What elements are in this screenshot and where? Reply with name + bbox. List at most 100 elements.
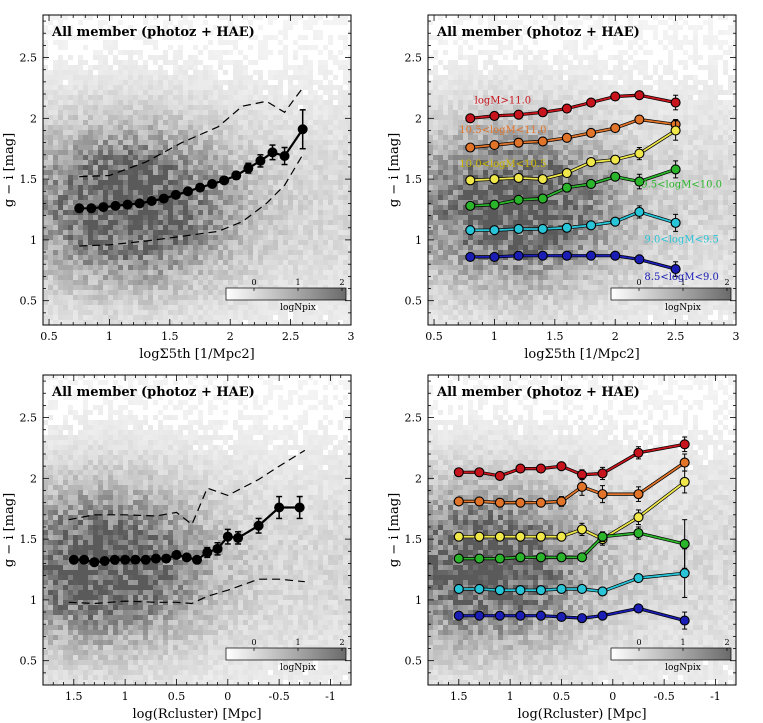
series-point xyxy=(556,583,567,595)
series-point xyxy=(513,137,524,148)
y-axis-label: g − i [mag] xyxy=(387,133,402,207)
x-tick-label: 0.5 xyxy=(168,690,186,703)
data-layer xyxy=(465,90,681,277)
panel-bottom-right: 1.5 1 0.5 0 -0.5 -1 0.5 1 1.5 2 2.5 log(Rcluster) [… xyxy=(387,374,737,722)
y-tick-label: 1 xyxy=(415,234,422,247)
series-point xyxy=(535,610,546,621)
series-point xyxy=(556,496,567,507)
series-point xyxy=(561,132,572,143)
median-point xyxy=(253,520,264,531)
x-tick-label: 2.5 xyxy=(282,330,300,343)
median-point xyxy=(294,502,305,513)
series-point xyxy=(586,220,597,231)
series-point xyxy=(634,176,645,187)
ticks xyxy=(428,15,737,326)
series-point xyxy=(576,613,588,624)
series-point xyxy=(537,223,548,235)
series-point xyxy=(474,553,485,564)
x-tick-label: -0.5 xyxy=(654,690,675,703)
series-line xyxy=(458,572,685,593)
series-point xyxy=(494,497,505,508)
series-point xyxy=(610,250,621,261)
panel-title: All member (photoz + HAE) xyxy=(51,25,255,40)
series-5 xyxy=(465,250,681,277)
series-point xyxy=(537,136,548,147)
median-point xyxy=(243,163,254,174)
lower-bound-line xyxy=(79,154,304,247)
plot-frame xyxy=(42,14,352,326)
y-axis-label: g − i [mag] xyxy=(2,133,17,207)
series-point xyxy=(576,524,588,535)
series-point xyxy=(633,572,644,584)
series-point xyxy=(634,206,645,217)
series-label: 10.0<logM<10.5 xyxy=(459,159,546,170)
series-point xyxy=(576,583,588,595)
median-point xyxy=(212,543,223,554)
series-point xyxy=(465,175,476,186)
series-point xyxy=(633,527,644,539)
panel-top-left: 0.5 1 1.5 2 2.5 3 0.5 1 1.5 2 2.5 logΣ5th [1/Mpc2] g… xyxy=(2,14,355,362)
y-tick-label: 0.5 xyxy=(20,655,38,668)
y-tick-label: 2.5 xyxy=(405,412,423,425)
panel-top-right: 0.5 1 1.5 2 2.5 3 0.5 1 1.5 2 2.5 logΣ5th [1/Mpc2] g… xyxy=(387,14,740,362)
density-map xyxy=(43,375,351,685)
y-tick-label: 2.5 xyxy=(20,52,38,65)
colorbar-tick-label: 2 xyxy=(724,638,729,647)
x-axis-label: logΣ5th [1/Mpc2] xyxy=(524,347,639,362)
series-point xyxy=(453,553,464,564)
median-point xyxy=(297,124,308,135)
series-point xyxy=(515,552,526,563)
upper-bound-line xyxy=(68,449,306,526)
series-point xyxy=(597,468,608,479)
series-point xyxy=(561,103,572,114)
series-point xyxy=(513,194,524,205)
series-point xyxy=(537,174,548,185)
series-line xyxy=(458,481,686,541)
median-point xyxy=(122,199,133,210)
median-point xyxy=(255,155,266,166)
series-point xyxy=(561,222,572,233)
median-point xyxy=(274,502,285,513)
median-point xyxy=(202,547,213,558)
series-point xyxy=(586,157,597,168)
median-point xyxy=(195,182,206,193)
x-tick-label: 0.5 xyxy=(553,690,571,703)
y-tick-label: 2 xyxy=(30,112,37,125)
x-tick-label: 2 xyxy=(227,330,234,343)
median-point xyxy=(181,552,192,563)
x-axis-label: log(Rcluster) [Mpc] xyxy=(517,707,646,722)
series-point xyxy=(634,148,645,159)
series-point xyxy=(597,586,608,597)
series-point xyxy=(633,603,644,614)
series-point xyxy=(489,110,500,121)
series-point xyxy=(489,140,500,151)
series-0 xyxy=(465,90,681,124)
colorbar-label: logNpix xyxy=(280,663,316,673)
colorbar-tick-label: 1 xyxy=(680,278,685,287)
colorbar-label: logNpix xyxy=(665,303,701,313)
series-4 xyxy=(465,205,681,236)
series-point xyxy=(679,615,690,626)
series-point xyxy=(535,552,546,563)
series-0 xyxy=(453,436,690,481)
x-tick-label: 0 xyxy=(224,690,231,703)
median-point xyxy=(79,554,90,565)
series-point xyxy=(453,583,464,595)
series-point xyxy=(610,154,621,165)
median-point xyxy=(171,549,182,560)
series-label: 9.5<logM<10.0 xyxy=(641,180,722,191)
x-tick-label: 0 xyxy=(609,690,616,703)
y-tick-label: 1 xyxy=(30,234,37,247)
median-point xyxy=(140,554,151,565)
series-point xyxy=(561,250,572,261)
series-point xyxy=(586,127,597,138)
series-point xyxy=(494,610,505,621)
series-4 xyxy=(453,548,690,598)
series-point xyxy=(515,610,526,621)
series-point xyxy=(515,531,526,542)
series-point xyxy=(679,457,690,468)
median-point xyxy=(110,200,121,211)
colorbar-gradient xyxy=(610,287,732,301)
median-point xyxy=(161,553,172,564)
series-point xyxy=(453,467,464,478)
